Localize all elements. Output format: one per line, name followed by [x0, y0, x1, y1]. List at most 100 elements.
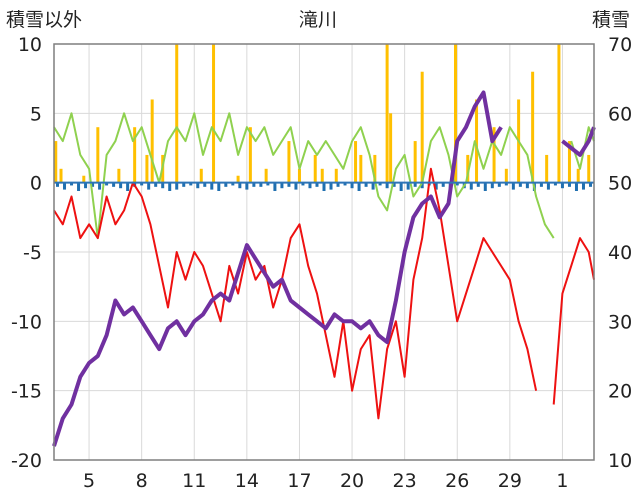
precip-bar [587, 154, 591, 183]
precip-bar [264, 168, 268, 183]
snowfall-bar [140, 182, 144, 186]
snowfall-bar [224, 182, 228, 187]
precip-bar [492, 127, 496, 183]
snowfall-bar [336, 182, 340, 187]
precip-bar [354, 141, 358, 183]
snowfall-bar [196, 182, 200, 189]
snowfall-bar [238, 182, 242, 189]
series-line-積雪 [52, 90, 503, 447]
precip-bar [199, 168, 203, 183]
precip-bar [413, 141, 417, 183]
snowfall-bar [84, 182, 88, 189]
snowfall-bar [525, 182, 529, 189]
snowfall-bar [245, 182, 249, 190]
snowfall-bar [504, 182, 508, 186]
snowfall-bar [91, 182, 95, 187]
series-line-積雪 [561, 126, 596, 157]
snowfall-bar [105, 182, 109, 186]
precip-bar [150, 99, 154, 183]
snowfall-bar [168, 182, 172, 191]
snowfall-bar [70, 182, 74, 186]
precip-bar [236, 175, 240, 183]
snowfall-bar [189, 182, 193, 186]
snowfall-bar [385, 182, 389, 189]
snowfall-bar [343, 182, 347, 186]
snowfall-bar [553, 182, 557, 186]
series-line-最低気温 [53, 167, 538, 420]
x-tick-label: 29 [498, 470, 522, 492]
precip-bar [557, 44, 561, 183]
snowfall-bar [455, 182, 459, 186]
precip-bar [385, 44, 389, 183]
precip-bar [175, 44, 179, 183]
snowfall-bar [329, 182, 333, 190]
gridlines [54, 43, 594, 461]
snowfall-bar [119, 182, 123, 189]
snowfall-bar [588, 182, 592, 187]
snowfall-bar [315, 182, 319, 187]
x-tick-label: 11 [182, 470, 206, 492]
snowfall-bar [175, 182, 179, 190]
y-left-tick-label: -5 [23, 242, 42, 264]
plot-border [53, 43, 595, 461]
x-tick-label: 26 [445, 470, 469, 492]
chart-title: 滝川 [299, 9, 337, 31]
snowfall-bar [476, 182, 480, 187]
snowfall-bar [378, 182, 382, 186]
precip-bar [248, 127, 252, 183]
y-right-tick-label: 20 [608, 381, 632, 403]
snowfall-bar [399, 182, 403, 191]
precip-bar [475, 99, 479, 183]
y-right-tick-label: 30 [608, 311, 632, 333]
precip-bar [359, 154, 363, 183]
snowfall-bar [420, 182, 424, 189]
y-right-tick-label: 40 [608, 242, 632, 264]
precip-bar [82, 175, 86, 183]
snowfall-bar [301, 182, 305, 186]
y-left-tick-label: -15 [11, 381, 42, 403]
precip-bar [320, 168, 324, 183]
snowfall-bar [77, 182, 81, 191]
snowfall-bar [266, 182, 270, 186]
x-tick-label: 5 [83, 470, 95, 492]
snowfall-bar [182, 182, 186, 187]
precip-bar [297, 168, 301, 183]
precip-bar [420, 71, 424, 183]
snowfall-bar [294, 182, 298, 190]
bars-layer [54, 44, 592, 191]
precip-bar [313, 154, 317, 183]
snowfall-bar [364, 182, 368, 187]
snowfall-bar [574, 182, 578, 191]
snowfall-bar [413, 182, 417, 187]
lines-layer [52, 90, 596, 447]
snowfall-bar [560, 182, 564, 189]
snowfall-bar [511, 182, 515, 190]
snowfall-bar [217, 182, 221, 191]
y-right-tick-label: 60 [608, 103, 632, 125]
precip-bar [567, 141, 571, 183]
snowfall-bar [322, 182, 326, 191]
snowfall-bar [350, 182, 354, 189]
precip-bar [133, 127, 137, 183]
snowfall-bar [273, 182, 277, 191]
snowfall-bar [231, 182, 235, 186]
precip-bar [576, 168, 580, 183]
snowfall-bar [287, 182, 291, 187]
snowfall-bar [210, 182, 214, 190]
snowfall-bar [154, 182, 158, 187]
y-left-tick-label: 5 [30, 103, 42, 125]
left-axis-label: 積雪以外 [6, 9, 82, 31]
snowfall-bar [147, 182, 151, 190]
x-tick-label: 14 [235, 470, 259, 492]
snowfall-bar [203, 182, 207, 187]
y-left-tick-label: -20 [11, 450, 42, 472]
snowfall-bar [308, 182, 312, 189]
precip-bar [466, 154, 470, 183]
x-tick-label: 20 [340, 470, 364, 492]
precip-bar [117, 168, 121, 183]
snowfall-bar [434, 182, 438, 190]
snowfall-bar [126, 182, 130, 191]
